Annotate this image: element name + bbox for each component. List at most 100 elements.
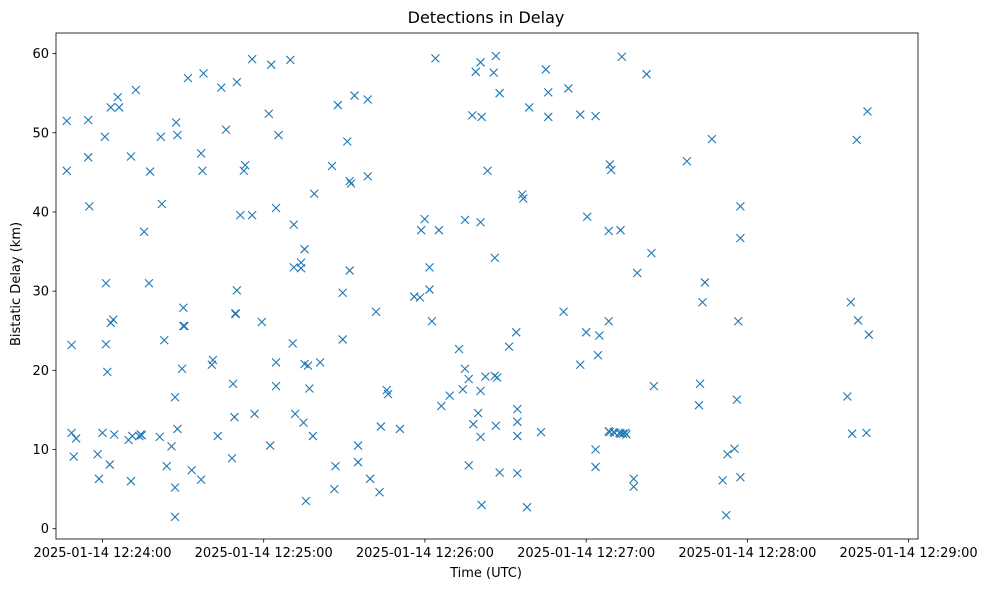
data-point (304, 384, 314, 393)
data-point (216, 83, 226, 93)
data-point (177, 364, 187, 374)
data-point (864, 330, 874, 340)
data-point (445, 391, 455, 401)
data-point (468, 419, 478, 429)
data-point (231, 308, 240, 318)
data-point (491, 51, 501, 61)
chart-title: Detections in Delay (408, 8, 565, 27)
data-point (365, 474, 375, 484)
data-point (113, 92, 123, 102)
data-point (235, 210, 245, 220)
x-tick-label: 2025-01-14 12:24:00 (33, 546, 171, 561)
data-point (102, 367, 112, 377)
y-tick-label: 10 (32, 443, 49, 458)
data-point (605, 160, 615, 169)
data-point (108, 315, 118, 325)
data-point (196, 148, 206, 158)
data-point (375, 487, 384, 497)
data-point (240, 160, 250, 170)
data-point (303, 361, 313, 370)
data-point (698, 297, 707, 307)
data-point (495, 468, 505, 477)
data-point (512, 468, 522, 478)
data-point (247, 210, 257, 220)
data-point (126, 152, 136, 161)
data-point (180, 321, 189, 331)
data-point (170, 512, 180, 522)
data-point (694, 400, 704, 410)
data-point (345, 266, 355, 275)
data-point (477, 500, 487, 510)
data-point (299, 418, 308, 427)
data-point (721, 510, 731, 520)
data-point (471, 67, 481, 77)
data-point (629, 474, 639, 484)
y-tick-label: 0 (41, 522, 49, 537)
data-point (647, 248, 656, 258)
data-point (285, 55, 295, 65)
data-point (591, 462, 600, 472)
data-point (477, 112, 487, 122)
data-point (290, 409, 300, 419)
data-point (187, 465, 197, 475)
data-point (98, 428, 107, 438)
data-point (458, 384, 468, 394)
data-point (221, 125, 231, 134)
data-point (289, 263, 299, 272)
data-point (564, 84, 573, 93)
data-point (208, 355, 218, 365)
data-point (289, 220, 299, 230)
data-point (518, 194, 528, 203)
data-point (83, 115, 93, 125)
x-tick-label: 2025-01-14 12:26:00 (356, 546, 494, 561)
data-point (522, 502, 532, 512)
data-point (434, 225, 444, 235)
data-point (735, 472, 745, 482)
data-point (512, 417, 522, 427)
data-point (157, 199, 167, 209)
data-point (353, 457, 363, 467)
data-point (536, 427, 546, 437)
data-point (173, 424, 182, 434)
data-point (853, 316, 863, 325)
data-point (604, 316, 614, 326)
data-point (512, 431, 522, 441)
data-point (162, 461, 172, 471)
data-point (271, 381, 281, 391)
data-point (198, 166, 207, 176)
data-point (524, 103, 534, 112)
data-point (178, 321, 188, 331)
data-point (852, 135, 862, 145)
data-point (101, 339, 111, 349)
data-point (338, 335, 348, 344)
data-point (159, 335, 169, 345)
data-point (376, 422, 386, 431)
plot-area: 0 10 20 30 40 50 60 2025-01-14 12:24:00 2025-01-… (32, 32, 978, 561)
data-point (127, 431, 137, 441)
data-point (504, 342, 514, 351)
data-point (629, 482, 639, 492)
data-point (131, 85, 141, 95)
data-point (700, 278, 710, 287)
data-point (300, 244, 309, 254)
data-point (93, 449, 103, 459)
data-point (543, 112, 553, 122)
data-point (420, 214, 430, 224)
data-point (682, 156, 692, 166)
data-point (327, 161, 337, 171)
data-point (271, 203, 281, 213)
data-point (632, 268, 642, 278)
data-point (353, 441, 363, 450)
data-point (695, 379, 705, 389)
y-tick-label: 60 (32, 47, 49, 62)
data-point (62, 116, 72, 126)
data-point (333, 100, 343, 110)
data-point (511, 327, 521, 337)
data-point (460, 364, 470, 374)
data-point (730, 444, 739, 454)
data-point (863, 107, 872, 116)
data-point (167, 441, 176, 451)
data-point (199, 68, 208, 78)
data-point (232, 285, 242, 295)
